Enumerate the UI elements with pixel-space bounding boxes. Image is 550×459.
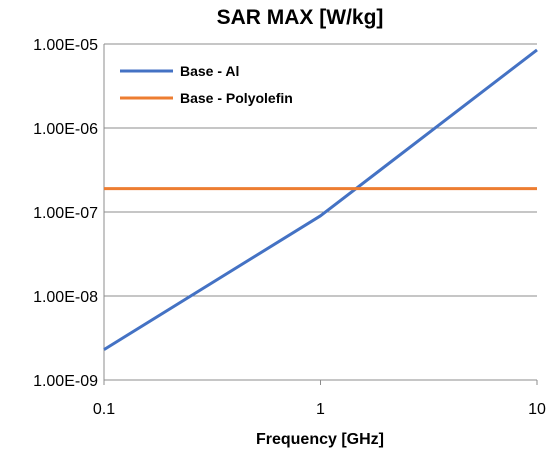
series-lines (103, 48, 538, 351)
grid-lines (104, 43, 537, 297)
x-tick-label: 0.1 (93, 401, 115, 418)
x-tick-labels: 0.1 1 10 (93, 401, 546, 418)
legend: Base - Al Base - Polyolefin (120, 63, 293, 106)
y-tick-label: 1.00E-09 (33, 373, 98, 390)
x-tick-label: 10 (528, 401, 546, 418)
x-axis-label: Frequency [GHz] (256, 431, 384, 448)
y-tick-label: 1.00E-08 (33, 289, 98, 306)
x-tick-label: 1 (316, 401, 325, 418)
chart-title: SAR MAX [W/kg] (217, 6, 384, 29)
legend-label-base-polyolefin: Base - Polyolefin (180, 90, 293, 106)
series-line-base-al (103, 48, 538, 351)
y-tick-labels: 1.00E-09 1.00E-08 1.00E-07 1.00E-06 1.00E-05 (33, 37, 98, 390)
y-tick-label: 1.00E-05 (33, 37, 98, 54)
y-tick-label: 1.00E-07 (33, 205, 98, 222)
legend-label-base-al: Base - Al (180, 63, 239, 79)
axes (103, 44, 538, 385)
y-tick-label: 1.00E-06 (33, 121, 98, 138)
